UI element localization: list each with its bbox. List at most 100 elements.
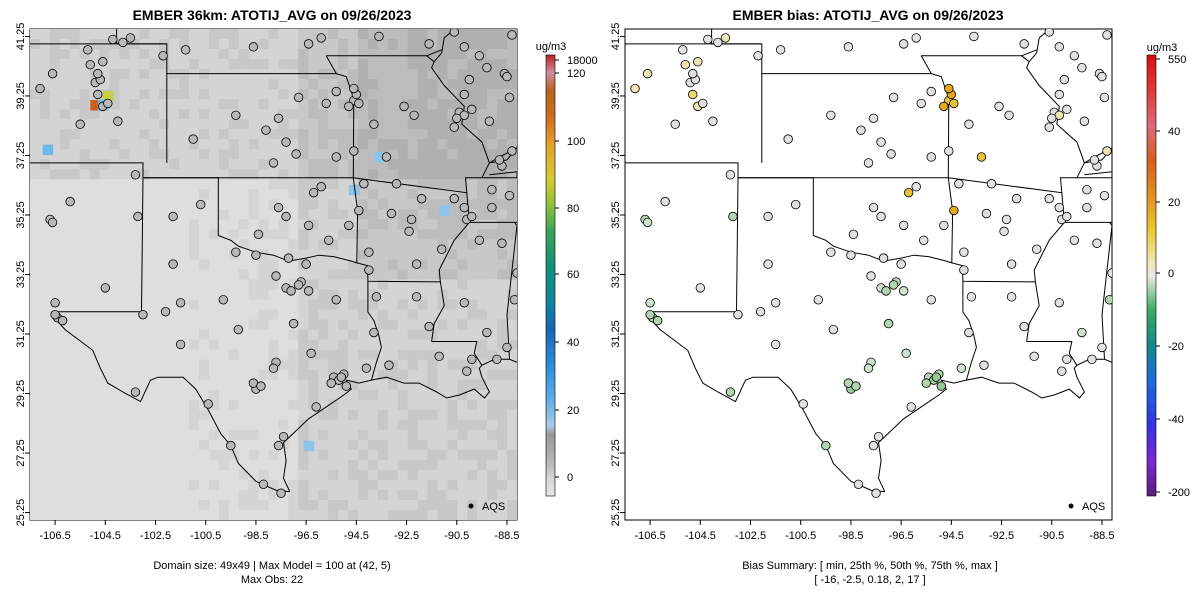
grid-cell bbox=[367, 359, 379, 371]
grid-cell bbox=[129, 139, 140, 150]
grid-cell bbox=[407, 379, 419, 391]
grid-cell bbox=[89, 229, 101, 241]
grid-cell bbox=[69, 499, 81, 511]
grid-cell bbox=[218, 349, 230, 361]
grid-cell bbox=[198, 159, 210, 170]
grid-cell bbox=[318, 509, 329, 520]
grid-cell bbox=[79, 169, 91, 180]
grid-cell bbox=[129, 189, 140, 200]
grid-cell bbox=[437, 339, 449, 351]
bias-station-point bbox=[863, 363, 874, 373]
grid-cell bbox=[109, 79, 121, 90]
bias-station-point bbox=[863, 158, 874, 168]
grid-cell bbox=[238, 99, 250, 110]
grid-cell bbox=[238, 209, 250, 220]
grid-cell bbox=[377, 379, 389, 391]
grid-cell bbox=[79, 369, 91, 381]
grid-cell bbox=[507, 349, 517, 361]
grid-cell bbox=[139, 359, 150, 371]
grid-cell bbox=[298, 309, 309, 321]
grid-cell bbox=[208, 349, 220, 361]
grid-cell bbox=[59, 439, 71, 451]
grid-cell-hotspot bbox=[102, 90, 114, 102]
grid-cell bbox=[208, 149, 220, 160]
grid-cell bbox=[139, 299, 150, 311]
grid-cell bbox=[79, 429, 91, 441]
grid-cell bbox=[377, 339, 389, 351]
grid-cell bbox=[407, 229, 419, 241]
grid-cell bbox=[338, 299, 349, 311]
grid-cell bbox=[328, 189, 339, 200]
grid-cell bbox=[59, 219, 71, 231]
grid-cell bbox=[238, 179, 250, 190]
aqs-station-point bbox=[261, 125, 271, 135]
grid-cell bbox=[278, 159, 290, 170]
grid-cell bbox=[189, 79, 200, 90]
grid-cell bbox=[228, 149, 240, 160]
grid-cell bbox=[268, 79, 280, 90]
grid-cell bbox=[49, 199, 61, 210]
grid-cell bbox=[248, 439, 260, 451]
grid-cell bbox=[99, 509, 111, 520]
grid-cell bbox=[487, 179, 498, 190]
grid-cell bbox=[497, 129, 508, 140]
grid-cell bbox=[447, 439, 458, 451]
grid-cell bbox=[497, 409, 508, 421]
grid-cell bbox=[208, 489, 220, 501]
grid-cell bbox=[278, 379, 290, 391]
grid-cell bbox=[278, 389, 290, 401]
bias-station-point bbox=[939, 101, 949, 112]
bias-station-point bbox=[871, 488, 881, 498]
grid-cell bbox=[338, 169, 349, 180]
grid-cell bbox=[437, 149, 449, 160]
bias-station-point bbox=[926, 86, 936, 97]
grid-cell bbox=[49, 259, 61, 271]
grid-cell bbox=[149, 279, 160, 291]
grid-cell bbox=[89, 49, 101, 60]
grid-cell bbox=[208, 199, 220, 210]
grid-cell bbox=[238, 49, 250, 60]
grid-cell bbox=[507, 69, 517, 80]
grid-cell bbox=[507, 449, 517, 461]
grid-cell bbox=[457, 379, 468, 391]
grid-cell bbox=[99, 339, 111, 351]
grid-cell bbox=[377, 429, 389, 441]
left-ytick-label: 35.25 bbox=[15, 201, 27, 229]
grid-cell-hotspot bbox=[42, 144, 54, 156]
grid-cell bbox=[198, 299, 210, 311]
right-caption-line1: Bias Summary: [ min, 25th %, 50th %, 75t… bbox=[742, 560, 998, 572]
grid-cell bbox=[348, 199, 359, 210]
grid-cell bbox=[477, 169, 488, 180]
grid-cell bbox=[89, 329, 101, 341]
grid-cell bbox=[49, 279, 61, 291]
grid-cell bbox=[467, 279, 478, 291]
grid-cell bbox=[457, 429, 468, 441]
grid-cell bbox=[288, 99, 299, 110]
grid-cell bbox=[278, 79, 290, 90]
grid-cell bbox=[39, 429, 51, 441]
grid-cell bbox=[169, 239, 180, 251]
grid-cell bbox=[328, 49, 339, 60]
grid-cell bbox=[328, 119, 339, 130]
grid-cell bbox=[338, 149, 349, 160]
grid-cell bbox=[69, 109, 81, 120]
grid-cell bbox=[198, 109, 210, 120]
grid-cell bbox=[447, 129, 458, 140]
grid-cell bbox=[318, 259, 329, 271]
grid-cell bbox=[189, 119, 200, 130]
grid-cell bbox=[417, 289, 429, 301]
grid-cell bbox=[248, 499, 260, 511]
grid-cell bbox=[49, 499, 61, 511]
grid-cell bbox=[507, 439, 517, 451]
bias-station-point bbox=[1082, 184, 1092, 195]
bias-station-point bbox=[979, 360, 989, 370]
grid-cell bbox=[198, 379, 210, 391]
grid-cell bbox=[89, 319, 101, 331]
grid-cell bbox=[179, 139, 190, 150]
grid-cell bbox=[487, 389, 498, 401]
grid-cell bbox=[298, 59, 309, 70]
grid-cell bbox=[39, 69, 51, 80]
grid-cell bbox=[119, 469, 130, 481]
grid-cell bbox=[49, 209, 61, 220]
grid-cell bbox=[288, 229, 299, 241]
